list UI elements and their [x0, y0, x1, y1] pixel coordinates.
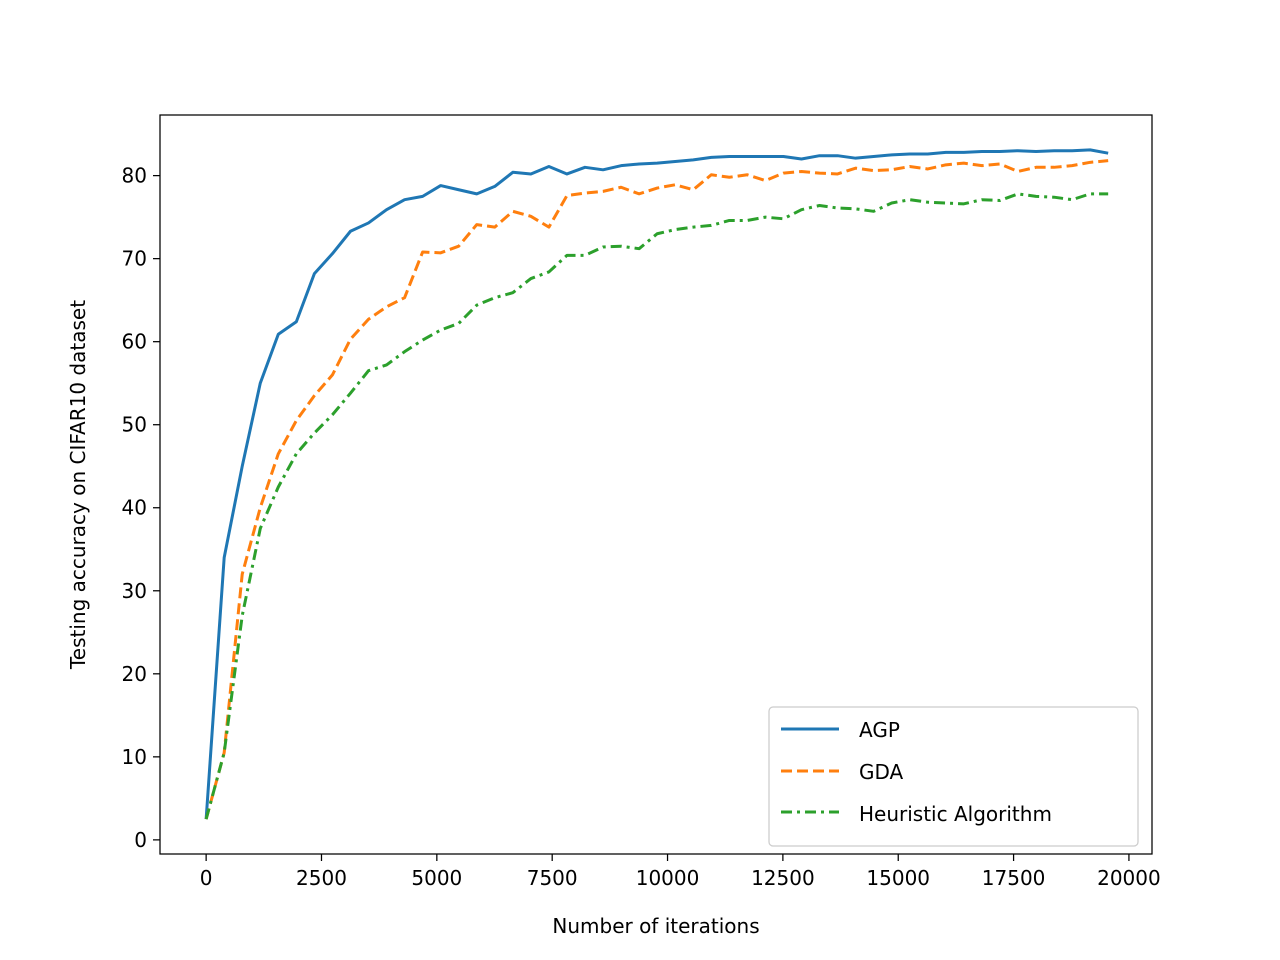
y-tick-label: 60 [122, 330, 147, 354]
legend-label-gda: GDA [859, 760, 904, 784]
legend-box [768, 706, 1139, 847]
x-tick-label: 15000 [866, 866, 930, 890]
x-tick-label: 0 [200, 866, 213, 890]
plot-frame [159, 114, 1153, 855]
y-tick-label: 0 [134, 828, 147, 852]
y-tick-label: 40 [122, 496, 147, 520]
y-tick-label: 50 [122, 413, 147, 437]
y-axis: 0 10 20 30 40 50 60 70 80 [122, 164, 160, 852]
x-tick-label: 2500 [296, 866, 347, 890]
y-tick-label: 30 [122, 579, 147, 603]
series-line-agp [204, 148, 1109, 820]
legend-label-agp: AGP [859, 718, 900, 742]
x-tick-label: 20000 [1097, 866, 1161, 890]
x-tick-label: 12500 [751, 866, 815, 890]
y-tick-label: 10 [122, 745, 147, 769]
series-line-heuristic-algorithm [204, 192, 1109, 820]
y-tick-label: 80 [122, 164, 147, 188]
x-axis: 0 2500 5000 7500 10000 12500 15000 17500 20000 [200, 854, 1161, 890]
x-axis-title: Number of iterations [552, 914, 759, 938]
x-tick-label: 10000 [636, 866, 700, 890]
series-line-gda [204, 159, 1109, 820]
y-tick-label: 70 [122, 247, 147, 271]
series-layer [204, 148, 1109, 820]
x-tick-label: 5000 [411, 866, 462, 890]
y-tick-label: 20 [122, 662, 147, 686]
y-axis-title: Testing accuracy on CIFAR10 dataset [66, 300, 90, 670]
legend: AGP GDA Heuristic Algorithm [768, 706, 1139, 847]
legend-label-heuristic-algorithm: Heuristic Algorithm [859, 802, 1052, 826]
x-tick-label: 7500 [527, 866, 578, 890]
x-tick-label: 17500 [982, 866, 1046, 890]
